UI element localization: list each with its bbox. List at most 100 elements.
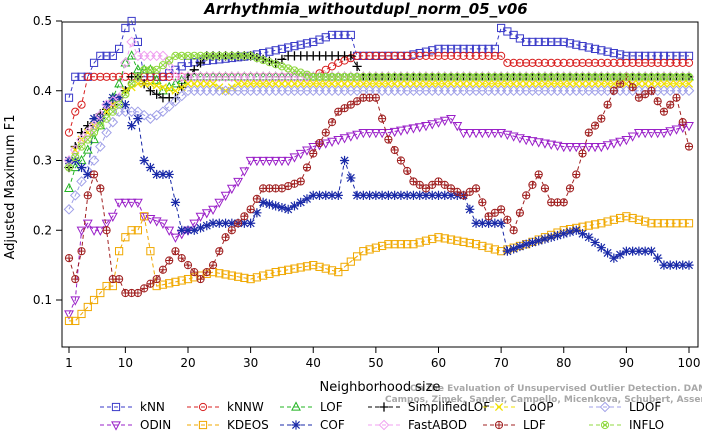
data-point-loop xyxy=(365,79,374,88)
data-point-inflo xyxy=(409,72,418,81)
data-point-knnw xyxy=(572,58,581,67)
data-point-ldf xyxy=(565,184,575,193)
data-point-odin xyxy=(245,156,256,167)
data-point-odin xyxy=(496,129,507,139)
x-tick-label: 50 xyxy=(368,356,383,370)
data-point-odin xyxy=(439,116,450,127)
data-point-inflo xyxy=(559,72,568,81)
data-point-inflo xyxy=(64,163,74,172)
legend-marker xyxy=(291,401,301,411)
data-point-knnw xyxy=(528,58,537,67)
data-point-loop xyxy=(302,79,312,88)
data-point-inflo xyxy=(365,72,374,81)
data-point-ldf xyxy=(584,128,593,137)
legend-item-inflo: INFLO xyxy=(589,418,664,432)
legend-label: SimplifiedLOF xyxy=(408,400,490,414)
data-point-cof xyxy=(258,197,268,207)
data-point-ldf xyxy=(384,135,393,144)
data-point-odin xyxy=(289,153,300,163)
data-point-inflo xyxy=(590,72,600,81)
data-point-odin xyxy=(395,126,406,136)
data-point-odin xyxy=(339,134,350,144)
data-point-knnw xyxy=(559,58,568,67)
data-point-odin xyxy=(640,129,651,139)
data-point-inflo xyxy=(215,51,224,60)
data-point-odin xyxy=(633,129,644,139)
data-point-knn xyxy=(340,30,349,40)
data-point-knnw xyxy=(497,51,506,60)
data-point-knnw xyxy=(653,58,662,67)
data-point-loop xyxy=(133,79,142,88)
data-point-cof xyxy=(540,234,550,244)
data-point-loop xyxy=(315,79,324,88)
data-point-ldf xyxy=(315,138,324,148)
data-point-cof xyxy=(509,244,519,254)
data-point-loop xyxy=(171,86,180,95)
data-point-knn xyxy=(327,30,337,40)
data-point-knnw xyxy=(403,51,412,60)
data-point-cof xyxy=(552,230,563,241)
data-point-loop xyxy=(290,79,299,88)
data-point-knnw xyxy=(684,58,694,67)
data-point-cof xyxy=(496,218,506,228)
data-point-odin xyxy=(70,296,81,306)
data-point-kdeos xyxy=(666,219,675,228)
data-point-cof xyxy=(615,250,625,260)
data-point-loop xyxy=(421,79,431,88)
data-point-knnw xyxy=(434,51,443,60)
data-point-loop xyxy=(497,79,506,88)
data-point-ldf xyxy=(409,177,418,186)
data-point-inflo xyxy=(446,72,456,81)
data-point-odin xyxy=(239,167,250,177)
data-point-ldf xyxy=(140,284,149,293)
data-point-ldof xyxy=(101,127,112,138)
data-point-ldf xyxy=(465,187,474,196)
data-point-ldf xyxy=(459,191,468,200)
data-point-kdeos xyxy=(171,277,180,286)
series-ldf xyxy=(64,72,694,298)
data-point-kdeos xyxy=(684,219,694,228)
data-point-odin xyxy=(527,137,538,147)
data-point-knnw xyxy=(77,100,86,109)
data-point-ldf xyxy=(478,198,487,207)
data-point-odin xyxy=(126,198,137,209)
data-point-inflo xyxy=(208,51,218,60)
data-point-odin xyxy=(602,141,613,151)
data-point-cof xyxy=(170,197,181,207)
data-point-odin xyxy=(320,139,331,149)
data-point-cof xyxy=(120,100,130,110)
data-point-knnw xyxy=(89,72,99,81)
data-point-ldf xyxy=(578,149,587,158)
data-point-ldof xyxy=(157,106,169,117)
data-point-inflo xyxy=(96,121,105,130)
data-point-cof xyxy=(346,173,356,183)
data-point-inflo xyxy=(158,61,168,70)
data-point-loop xyxy=(453,79,462,88)
data-point-ldof xyxy=(95,141,106,152)
data-point-ldf xyxy=(208,261,218,270)
data-point-odin xyxy=(333,135,344,146)
y-tick-label: 0.2 xyxy=(33,223,52,237)
data-point-inflo xyxy=(428,72,437,81)
data-point-loop xyxy=(327,79,337,88)
data-point-odin xyxy=(489,129,500,139)
data-point-ldf xyxy=(102,226,111,235)
data-point-loop xyxy=(240,79,249,88)
data-point-knnw xyxy=(565,58,575,67)
data-point-ldf xyxy=(453,187,462,196)
data-point-ldof xyxy=(170,95,181,107)
x-tick-label: 1 xyxy=(65,356,73,370)
series-line-ldof xyxy=(68,90,689,210)
data-point-knnw xyxy=(96,72,105,81)
data-point-cof xyxy=(352,190,362,200)
data-point-cof xyxy=(152,169,162,180)
data-point-knn xyxy=(309,37,318,47)
data-point-knnw xyxy=(83,72,92,81)
data-point-lof xyxy=(70,161,81,172)
data-point-kdeos xyxy=(359,247,368,256)
data-point-loop xyxy=(609,79,618,88)
legend-label: COF xyxy=(320,418,345,432)
data-point-loop xyxy=(334,79,343,88)
data-point-knn xyxy=(334,30,343,40)
legend-item-kdeos: KDEOS xyxy=(187,418,269,432)
